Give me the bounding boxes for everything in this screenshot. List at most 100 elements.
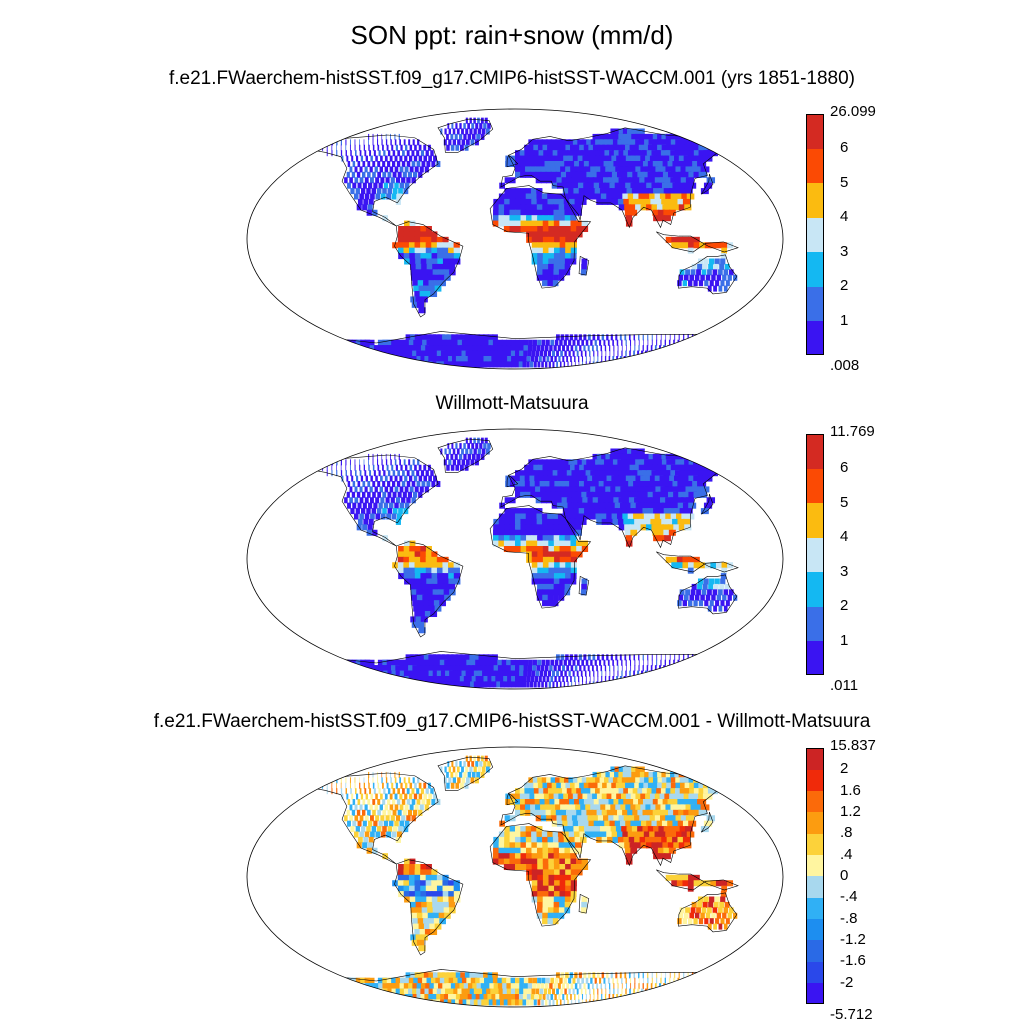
colorbar-label: 11.769 [830,423,875,440]
colorbar-swatch [806,769,824,792]
main-title: SON ppt: rain+snow (mm/d) [350,20,674,50]
coastline [394,859,464,956]
colorbar-label: -1.2 [840,931,866,948]
precip-field [296,755,742,1006]
coastline [701,493,714,515]
colorbar-label: 6 [840,459,849,477]
colorbar-swatch [806,286,824,322]
coastline [506,474,519,488]
coastline [701,173,714,195]
panel-1-title: f.e21.FWaerchem-histSST.f09_g17.CMIP6-hi… [168,68,855,89]
coastline [678,892,738,933]
panel-2-map [240,424,790,694]
coastline [394,221,464,318]
colorbar-swatch [806,606,824,642]
coastline [578,255,590,276]
coastline [394,541,464,638]
colorbar-swatch [806,876,824,898]
colorbar-swatch [806,897,824,920]
coastline [500,447,739,549]
panel-1-map [240,104,790,374]
colorbar-label: .008 [830,357,860,374]
coastline [489,505,592,609]
coastline [678,254,738,295]
colorbar-swatch [806,148,824,184]
colorbar-label: -2 [840,973,854,991]
coastline [489,823,592,927]
coastline [500,765,739,867]
colorbar-label: 4 [840,528,849,546]
colorbar-label: 5 [840,173,849,191]
colorbar-swatch [806,812,824,834]
coastline [506,792,519,806]
panel-2-title: Willmott-Matsuura [435,393,589,414]
colorbar-swatch [806,217,824,253]
colorbar-label: -5.712 [830,1006,873,1023]
map-border [246,746,784,1008]
colorbar-label: 2 [840,277,849,295]
colorbar-label: 4 [840,208,849,226]
colorbar-label: 6 [840,139,849,157]
coastline [656,231,739,253]
colorbar-swatch [806,833,824,856]
colorbar-label: 0 [840,867,849,884]
coastline [296,969,735,1007]
colorbar-label: 1 [840,311,849,329]
colorbar-label: .4 [840,845,853,863]
colorbar-label: 1 [840,631,849,649]
coastline [308,454,439,547]
colorbar-swatch [806,918,824,941]
coastline [489,185,592,289]
colorbar-label: 2 [840,760,849,778]
colorbar-swatch [806,251,824,287]
colorbar-label: 1.2 [840,803,861,820]
colorbar-swatch [806,571,824,607]
coastline [437,756,494,791]
colorbar-swatch [806,748,824,770]
colorbar-label: 2 [840,597,849,615]
colorbar-swatch [806,468,824,504]
precip-field [296,117,742,368]
colorbar-swatch [806,940,824,962]
colorbar-label: .011 [830,677,859,694]
map-border [246,108,784,370]
colorbar-label: -.4 [840,888,858,906]
precip-field [296,437,742,688]
coastline [656,551,739,573]
colorbar-label: -.8 [840,909,858,927]
colorbar-swatch [806,182,824,218]
colorbar-swatch [806,961,824,984]
colorbar-swatch [806,982,824,1005]
coastline [656,869,739,891]
coastline [437,118,494,153]
coastline [701,811,714,833]
panel-3-title: f.e21.FWaerchem-histSST.f09_g17.CMIP6-hi… [153,711,871,732]
panel-3-map [240,742,790,1012]
colorbar-label: 5 [840,493,849,511]
coastline [308,134,439,227]
coastline [296,651,735,689]
map-border [246,428,784,690]
coastline [437,438,494,473]
colorbar-label: 3 [840,562,849,580]
colorbar-swatch [806,790,824,813]
coastline [296,331,735,369]
coastline [578,893,590,914]
colorbar-swatch [806,502,824,538]
colorbar-swatch [806,114,824,149]
coastline [308,772,439,865]
coastline [500,127,739,229]
colorbar-label: .8 [840,824,853,842]
colorbar-swatch [806,640,824,676]
colorbar-swatch [806,537,824,573]
colorbar-label: 15.837 [830,737,876,754]
colorbar-label: 1.6 [840,781,861,799]
colorbar-label: 3 [840,242,849,260]
colorbar-swatch [806,434,824,469]
colorbar-label: -1.6 [840,952,866,970]
coastline [678,574,738,615]
colorbar-swatch [806,854,824,877]
colorbar-label: 26.099 [830,103,876,120]
coastline [506,154,519,168]
colorbar-swatch [806,320,824,356]
